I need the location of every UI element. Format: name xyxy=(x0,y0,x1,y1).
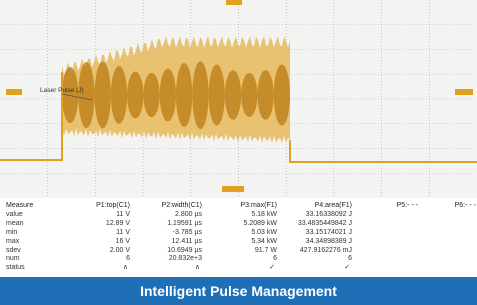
pulse-lobe xyxy=(225,70,241,119)
table-cell: 91.7 W xyxy=(255,247,277,254)
table-cell: 20.832e+3 xyxy=(169,255,202,262)
table-header: P1:top(C1) xyxy=(96,202,130,209)
status-icon: ✓ xyxy=(344,264,350,271)
table-cell: status xyxy=(6,264,25,271)
table-cell: value xyxy=(6,211,23,218)
pulse-lobe xyxy=(274,64,290,125)
table-cell: -3.785 µs xyxy=(173,229,202,236)
pulse-lobe xyxy=(176,63,192,127)
table-cell: min xyxy=(6,229,17,236)
measure-table: Measure P1:top(C1) P2:width(C1) P3:max(F1) P… xyxy=(0,198,477,276)
caption-bar: Intelligent Pulse Management xyxy=(0,277,477,305)
table-header: P3:max(F1) xyxy=(240,202,277,209)
pulse-lobe xyxy=(111,66,127,124)
trigger-marker xyxy=(222,186,244,192)
table-header: P2:width(C1) xyxy=(162,202,202,209)
pulse-lobe xyxy=(209,65,225,126)
waveform-label: Laser Pulse (J) xyxy=(40,87,84,94)
table-cell: 11 V xyxy=(116,211,130,218)
table-header: Measure xyxy=(6,202,33,209)
table-cell: 12.411 µs xyxy=(172,238,202,245)
pulse-lobe xyxy=(78,62,94,128)
table-cell: sdev xyxy=(6,247,21,254)
table-cell: 6 xyxy=(273,255,277,262)
table-header: P4:area(F1) xyxy=(315,202,352,209)
pulse-lobe xyxy=(127,72,143,119)
table-cell: max xyxy=(6,238,19,245)
table-cell: 33.16338092 J xyxy=(306,211,352,218)
channel-marker xyxy=(6,89,22,95)
channel-marker xyxy=(455,89,473,95)
table-cell: 5.34 kW xyxy=(251,238,277,245)
pulse-lobe xyxy=(95,62,111,129)
table-cell: 5.18 kW xyxy=(251,211,277,218)
table-cell: 5.03 kW xyxy=(251,229,277,236)
pulse-lobe xyxy=(241,73,257,117)
table-header: P5:- - - xyxy=(397,202,418,209)
pulse-lobe xyxy=(62,67,78,123)
table-cell: 2.00 V xyxy=(110,247,130,254)
table-cell: mean xyxy=(6,220,24,227)
table-cell: num xyxy=(6,255,20,262)
table-cell: 5.2089 kW xyxy=(244,220,277,227)
screenshot: Laser Pulse (J) Measure P1:top(C1) P2:widt… xyxy=(0,0,477,305)
pulse-lobe xyxy=(143,73,159,117)
table-cell: 427.9162276 mJ xyxy=(300,247,352,254)
table-cell: 12.89 V xyxy=(106,220,130,227)
table-cell: 33.15174021 J xyxy=(306,229,352,236)
table-cell: 6 xyxy=(126,255,130,262)
table-cell: 16 V xyxy=(116,238,130,245)
status-icon: ∧ xyxy=(195,264,200,271)
status-icon: ✓ xyxy=(269,264,275,271)
status-icon: ∧ xyxy=(123,264,128,271)
table-cell: 2.800 µs xyxy=(175,211,202,218)
pulse-lobe xyxy=(160,69,176,122)
trigger-marker xyxy=(226,0,242,5)
table-cell: 34.34898389 J xyxy=(306,238,352,245)
table-cell: 11 V xyxy=(116,229,130,236)
scope-display: Laser Pulse (J) xyxy=(0,0,477,198)
table-cell: 6 xyxy=(348,255,352,262)
table-cell: 10.6949 µs xyxy=(167,247,202,254)
pulse-lobe xyxy=(192,61,208,129)
pulse-lobe xyxy=(257,70,273,120)
table-cell: 1.19591 µs xyxy=(167,220,202,227)
table-cell: 33.4835449842 J xyxy=(298,220,352,227)
table-header: P6:- - - xyxy=(455,202,476,209)
